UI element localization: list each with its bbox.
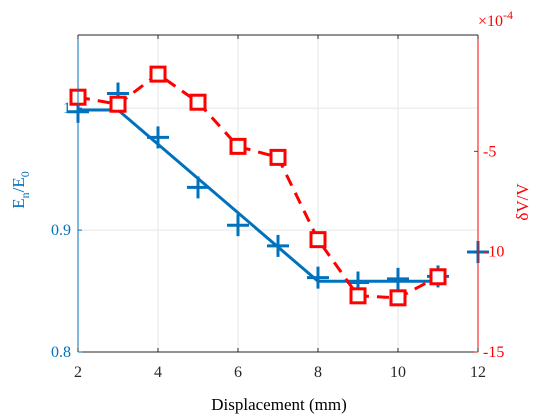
data-point-plus [307, 266, 329, 289]
right-y-tick-label: -5 [483, 143, 496, 160]
data-point-square [189, 93, 207, 111]
fit-line [78, 108, 438, 283]
data-point-square [429, 268, 447, 286]
right-y-tick-label: -15 [483, 344, 504, 361]
x-tick-label: 4 [154, 364, 162, 381]
left-y-label-main: E [9, 198, 28, 208]
right-axis-multiplier: ×10-4 [478, 8, 513, 30]
data-point-square [269, 148, 287, 166]
x-tick-label: 10 [390, 364, 406, 381]
data-point-square [389, 289, 407, 307]
left-y-label-sub1: n [18, 192, 32, 198]
right-y-tick-label: -10 [483, 244, 504, 261]
plot-series [67, 65, 489, 307]
data-point-plus [387, 267, 409, 290]
data-point-square [309, 231, 327, 249]
left-y-label-sub2: 0 [18, 171, 32, 177]
data-point-square [229, 137, 247, 155]
x-tick-label: 6 [234, 364, 242, 381]
left-y-label-mid: /E [9, 177, 28, 192]
data-point-plus [227, 214, 249, 237]
multiplier-base: ×10 [478, 13, 503, 30]
data-point-square [109, 95, 127, 113]
right-y-axis-label: δV/V [513, 183, 532, 221]
left-y-tick-label: 0.9 [51, 222, 71, 239]
x-tick-label: 12 [470, 364, 486, 381]
x-tick-label: 2 [74, 364, 82, 381]
multiplier-exponent: -4 [503, 8, 513, 22]
left-y-tick-label: 0.8 [51, 344, 71, 361]
grid-lines [78, 35, 478, 352]
x-tick-label: 8 [314, 364, 322, 381]
axes: 2 4 6 8 10 12 0.8 0.9 1 -15 -10 -5 [51, 34, 504, 381]
x-axis-label: Displacement (mm) [211, 395, 347, 414]
data-point-square [349, 287, 367, 305]
left-y-tick-label: 1 [63, 100, 71, 117]
left-y-axis-label: En/E0 [9, 171, 32, 209]
data-point-square [149, 65, 167, 83]
dv-dashed-line [77, 72, 439, 300]
